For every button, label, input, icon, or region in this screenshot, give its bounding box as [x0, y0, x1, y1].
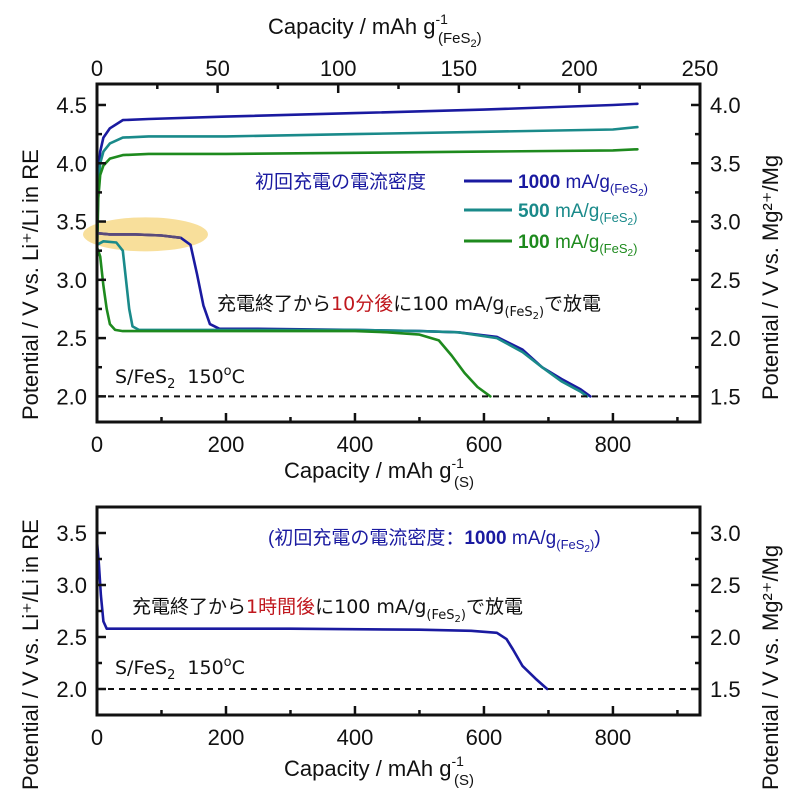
- x2-tick-label: 100: [320, 56, 357, 81]
- y2-tick-label: 3.0: [710, 521, 741, 546]
- y-tick-label: 3.5: [56, 521, 87, 546]
- top-legend: 初回充電の電流密度 1000 mA/g(FeS2) 500 mA/g(FeS2)…: [255, 171, 648, 259]
- top-annotation: 充電終了から10分後に100 mA/g(FeS2)で放電: [217, 293, 601, 322]
- y2-tick-label: 2.5: [710, 573, 741, 598]
- bottom-ticks-group: 0 200 400 600 800 2.0 1.5 2.5 2.0 3.0 2.5 3.5 3.0: [56, 521, 740, 750]
- bottom-y-axis-title: Potential / V vs. Li⁺/Li in RE: [18, 519, 43, 790]
- top-sample-label: S/FeS2 150oC: [115, 364, 245, 392]
- x2-tick-label: 200: [561, 56, 598, 81]
- top-ticks-group: 0 200 400 600 800 0 50 100 150 200 250 2.0 1.5 2.5 2.0…: [56, 56, 740, 457]
- y2-tick-label: 3.5: [710, 151, 741, 176]
- series-line-1-charge: [95, 125, 639, 247]
- top-y2-axis-title: Potential / V vs. Mg²⁺/Mg: [758, 155, 783, 400]
- bottom-x-axis-title: Capacity / mAh g-1 (S): [284, 753, 474, 789]
- highlighted-plateau-line: [96, 231, 181, 240]
- y2-tick-label: 2.0: [710, 625, 741, 650]
- y2-tick-label: 4.0: [710, 93, 741, 118]
- bottom-chart-panel: 0 200 400 600 800 2.0 1.5 2.5 2.0 3.0 2.5 3.5 3.0 Ca…: [18, 505, 783, 790]
- x-tick-label: 0: [91, 432, 103, 457]
- y-tick-label: 2.5: [56, 326, 87, 351]
- bottom-sample-label: S/FeS2 150oC: [115, 655, 245, 683]
- legend-entry-1000: 1000 mA/g(FeS2): [518, 172, 648, 199]
- top-x2-axis-title: Capacity / mAh g-1 (FeS2): [268, 11, 482, 50]
- y2-tick-label: 2.0: [710, 326, 741, 351]
- x2-tick-label: 50: [205, 56, 229, 81]
- x-tick-label: 200: [208, 725, 245, 750]
- y2-tick-label: 2.5: [710, 268, 741, 293]
- top-chart-panel: 0 200 400 600 800 0 50 100 150 200 250 2.0 1.5 2.5 2.0…: [18, 11, 783, 491]
- y-tick-label: 2.0: [56, 677, 87, 702]
- y-tick-label: 2.0: [56, 384, 87, 409]
- x-tick-label: 200: [208, 432, 245, 457]
- y-tick-label: 3.0: [56, 573, 87, 598]
- x2-tick-label: 150: [440, 56, 477, 81]
- y-tick-label: 3.0: [56, 268, 87, 293]
- x-tick-label: 600: [466, 725, 503, 750]
- bottom-series-group: [95, 539, 549, 691]
- x2-tick-label: 0: [91, 56, 103, 81]
- x-tick-label: 800: [595, 725, 632, 750]
- bottom-legend: (初回充電の電流密度：1000 mA/g(FeS2)): [268, 527, 601, 555]
- series-line-2-charge: [95, 148, 639, 258]
- top-series-group: [95, 102, 639, 398]
- y-tick-label: 4.0: [56, 151, 87, 176]
- x-tick-label: 400: [337, 432, 374, 457]
- y-tick-label: 2.5: [56, 625, 87, 650]
- top-y-axis-title: Potential / V vs. Li⁺/Li in RE: [18, 149, 43, 420]
- legend-entry-500: 500 mA/g(FeS2): [518, 201, 637, 228]
- series-line-2-discharge: [95, 245, 492, 398]
- y2-tick-label: 1.5: [710, 677, 741, 702]
- bottom-annotation: 充電終了から1時間後に100 mA/g(FeS2)で放電: [132, 596, 523, 625]
- series-line-0-discharge: [95, 539, 549, 691]
- x-tick-label: 600: [466, 432, 503, 457]
- x2-tick-label: 250: [682, 56, 719, 81]
- y-tick-label: 3.5: [56, 210, 87, 235]
- x-tick-label: 800: [595, 432, 632, 457]
- y-tick-label: 4.5: [56, 93, 87, 118]
- bottom-y2-axis-title: Potential / V vs. Mg²⁺/Mg: [758, 545, 783, 790]
- x-tick-label: 0: [91, 725, 103, 750]
- top-x-axis-title: Capacity / mAh g-1 (S): [284, 455, 474, 491]
- legend-entry-100: 100 mA/g(FeS2): [518, 232, 637, 259]
- legend-title: 初回充電の電流密度: [255, 171, 426, 193]
- series-line-0-charge: [95, 102, 639, 247]
- y2-tick-label: 3.0: [710, 210, 741, 235]
- y2-tick-label: 1.5: [710, 384, 741, 409]
- x-tick-label: 400: [337, 725, 374, 750]
